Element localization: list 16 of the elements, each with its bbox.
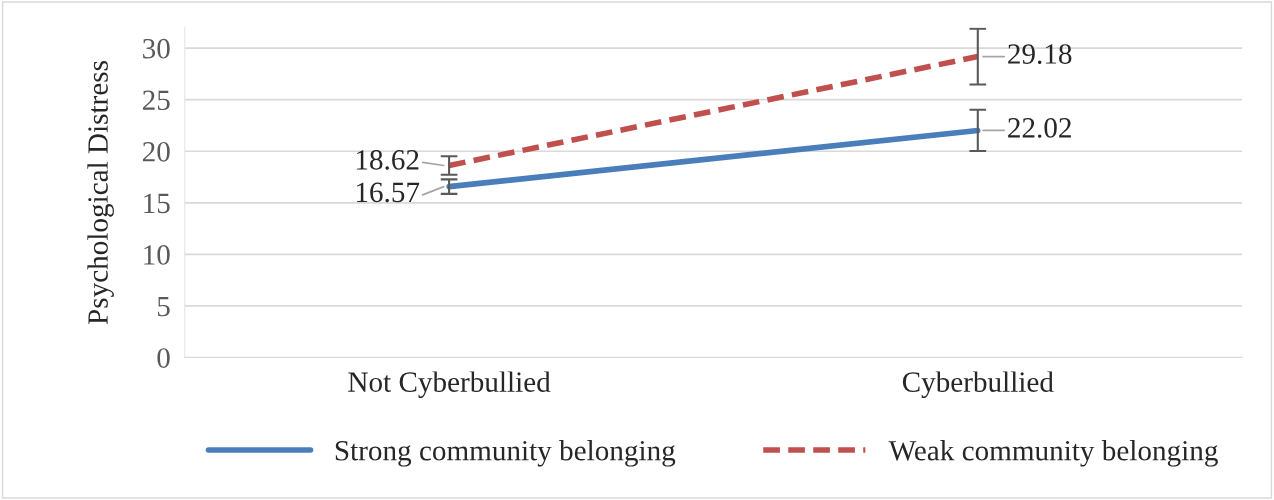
y-tick-label: 30 [143,38,170,59]
legend-label: Weak community belonging [888,440,1218,467]
y-tick-label: 20 [142,141,170,162]
legend-label: Strong community belonging [335,440,676,467]
y-axis-title: Psychological Distress [87,61,114,325]
data-label: 29.18 [1008,44,1072,65]
x-tick-label: Cyberbullied [902,371,1054,398]
y-tick-label: 5 [157,296,170,317]
y-tick-label: 0 [157,348,170,368]
data-label: 16.57 [356,182,420,203]
y-tick-label: 15 [144,193,170,214]
data-label: 22.02 [1008,118,1071,138]
data-label: 18.62 [356,150,419,170]
y-tick-label: 25 [142,90,170,111]
x-tick-label: Not Cyberbullied [348,371,551,398]
y-tick-label: 10 [144,245,170,265]
